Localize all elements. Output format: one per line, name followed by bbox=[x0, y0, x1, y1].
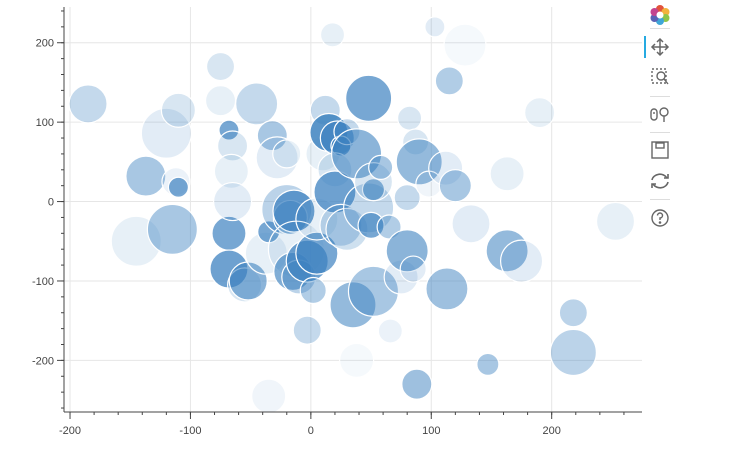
x-tick-label: 0 bbox=[308, 425, 314, 437]
bubble-point bbox=[345, 74, 393, 122]
x-tick-label: 100 bbox=[422, 425, 440, 437]
y-tick-label: 100 bbox=[36, 117, 54, 129]
bubble-point bbox=[251, 378, 287, 412]
bubble-series bbox=[68, 16, 636, 412]
bubble-point bbox=[205, 51, 236, 82]
bubble-point bbox=[216, 130, 249, 162]
bokeh-logo-icon[interactable] bbox=[646, 2, 674, 28]
plot-toolbar bbox=[642, 0, 678, 240]
bubble-point bbox=[393, 183, 421, 212]
bubble-point bbox=[68, 84, 108, 124]
pan-tool-icon[interactable] bbox=[644, 34, 674, 60]
bubble-point bbox=[295, 231, 339, 275]
y-tick-label: 200 bbox=[36, 38, 54, 50]
bubble-point bbox=[319, 22, 346, 48]
axes: -200 -100 0 100 200 -200 -100 0 100 200 bbox=[32, 7, 642, 437]
bubble-point bbox=[110, 215, 162, 267]
bubble-point bbox=[434, 66, 464, 96]
bubble-point bbox=[377, 318, 403, 344]
bubble-point bbox=[396, 105, 423, 131]
bubble-point bbox=[489, 156, 525, 192]
y-tick-label: 0 bbox=[48, 197, 54, 209]
bubble-point bbox=[272, 189, 316, 233]
bubble-point bbox=[428, 150, 464, 186]
box-zoom-tool-icon[interactable] bbox=[646, 64, 674, 90]
bubble-point bbox=[385, 229, 429, 273]
bubble-point bbox=[339, 342, 375, 378]
bubble-point bbox=[228, 261, 268, 301]
bubble-point bbox=[272, 139, 302, 169]
x-tick-label: -100 bbox=[179, 425, 201, 437]
wheel-zoom-tool-icon[interactable] bbox=[646, 101, 674, 127]
bubble-point bbox=[292, 315, 322, 345]
bubble-point bbox=[476, 352, 500, 376]
save-tool-icon[interactable] bbox=[646, 137, 674, 163]
toolbar-divider bbox=[650, 132, 670, 133]
y-tick-label: -200 bbox=[32, 355, 54, 367]
bubble-point bbox=[451, 204, 491, 244]
reset-tool-icon[interactable] bbox=[646, 168, 674, 194]
bubble-point bbox=[204, 85, 237, 117]
toolbar-divider bbox=[650, 199, 670, 200]
bubble-point bbox=[401, 368, 433, 400]
bubble-point bbox=[211, 215, 247, 251]
bubble-point bbox=[499, 239, 544, 283]
bubble-point bbox=[558, 298, 588, 328]
bubble-point bbox=[235, 82, 279, 126]
bubble-point bbox=[425, 267, 469, 311]
bubble-point bbox=[299, 276, 327, 305]
bubble-point bbox=[347, 265, 400, 317]
x-tick-label: 200 bbox=[543, 425, 561, 437]
bubble-point bbox=[595, 201, 636, 242]
bubble-point bbox=[218, 119, 240, 141]
bubble-point bbox=[160, 92, 196, 128]
bubble-point bbox=[213, 153, 249, 189]
bubble-point bbox=[549, 328, 597, 377]
x-tick-label: -200 bbox=[59, 425, 81, 437]
bubble-point bbox=[167, 176, 189, 198]
bubble-point bbox=[424, 16, 446, 38]
toolbar-divider bbox=[650, 28, 670, 29]
bubble-point bbox=[146, 203, 198, 255]
help-tool-icon[interactable] bbox=[646, 205, 674, 231]
bubble-point bbox=[125, 155, 167, 197]
bubble-point bbox=[353, 162, 394, 202]
bubble-point bbox=[212, 181, 253, 222]
bubble-point bbox=[395, 138, 443, 186]
bubble-point bbox=[399, 255, 427, 283]
y-tick-label: -100 bbox=[32, 276, 54, 288]
bubble-point bbox=[438, 169, 472, 203]
bubble-point bbox=[368, 154, 394, 181]
bubble-point bbox=[443, 23, 487, 67]
bubble-point bbox=[256, 120, 288, 152]
bubble-point bbox=[524, 97, 556, 129]
toolbar-divider bbox=[650, 96, 670, 97]
bubble-point bbox=[313, 170, 357, 214]
bubble-point bbox=[140, 107, 192, 159]
